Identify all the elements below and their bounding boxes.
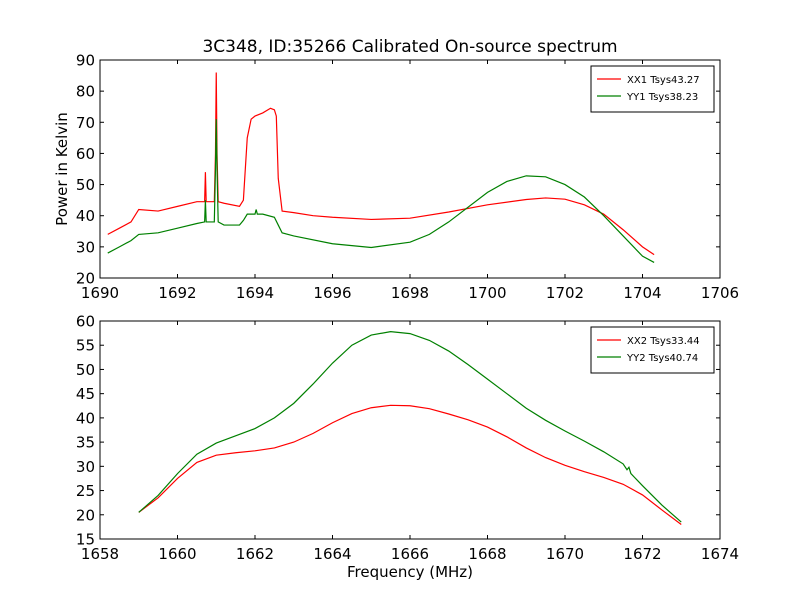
y-axis-label: Power in Kelvin: [53, 112, 71, 226]
y-tick-label: 90: [76, 52, 95, 70]
y-tick-label: 30: [76, 458, 95, 476]
series-line-1: [138, 404, 682, 525]
x-tick-label: 1666: [391, 545, 429, 563]
y-tick-label: 35: [76, 434, 95, 452]
y-tick-label: 15: [76, 531, 95, 549]
series-line-1: [107, 72, 655, 256]
x-tick-label: 1670: [546, 545, 584, 563]
x-tick-label: 1668: [468, 545, 506, 563]
legend: XX1 Tsys43.27 YY1 Tsys38.23: [590, 65, 715, 113]
legend-entry: XX1 Tsys43.27: [627, 75, 700, 86]
legend-entry: XX2 Tsys33.44: [627, 336, 700, 347]
x-tick-label: 1706: [701, 284, 739, 302]
x-tick-label: 1660: [158, 545, 196, 563]
x-tick-label: 1662: [236, 545, 274, 563]
legend-box: [590, 326, 715, 374]
y-tick-label: 50: [76, 361, 95, 379]
y-tick-label: 60: [76, 145, 95, 163]
y-tick-label: 60: [76, 313, 95, 331]
legend-entry: YY1 Tsys38.23: [626, 92, 698, 103]
top-spectrum-plot: 1690 1692 1694 1696 1698 1700 1702 1704 1706 20 30…: [53, 52, 739, 303]
y-tick-label: 55: [76, 337, 95, 355]
y-tick-label: 20: [76, 506, 95, 524]
y-tick-label: 50: [76, 176, 95, 194]
y-tick-label: 40: [76, 207, 95, 225]
y-tick-label: 40: [76, 409, 95, 427]
y-tick-label: 30: [76, 238, 95, 256]
figure-title: 3C348, ID:35266 Calibrated On-source spe…: [202, 37, 617, 57]
x-tick-label: 1658: [81, 545, 119, 563]
x-tick-label: 1692: [158, 284, 196, 302]
y-tick-label: 70: [76, 114, 95, 132]
legend: XX2 Tsys33.44 YY2 Tsys40.74: [590, 326, 715, 374]
x-tick-label: 1702: [546, 284, 584, 302]
x-tick-label: 1664: [313, 545, 351, 563]
x-tick-label: 1690: [81, 284, 119, 302]
legend-entry: YY2 Tsys40.74: [626, 353, 698, 364]
y-tick-label: 20: [76, 270, 95, 288]
y-tick-label: 80: [76, 83, 95, 101]
x-axis-label: Frequency (MHz): [347, 563, 473, 581]
x-tick-label: 1696: [313, 284, 351, 302]
series-line-2: [138, 331, 682, 523]
x-tick-label: 1700: [468, 284, 506, 302]
x-tick-label: 1698: [391, 284, 429, 302]
x-tick-label: 1704: [623, 284, 661, 302]
x-tick-label: 1694: [236, 284, 274, 302]
y-tick-label: 45: [76, 385, 95, 403]
x-tick-label: 1674: [701, 545, 739, 563]
y-tick-label: 25: [76, 482, 95, 500]
bottom-spectrum-plot: 1658 1660 1662 1664 1666 1668 1670 1672 1674 15 20…: [76, 313, 739, 582]
legend-box: [590, 65, 715, 113]
series-line-2: [107, 119, 655, 263]
x-tick-label: 1672: [623, 545, 661, 563]
